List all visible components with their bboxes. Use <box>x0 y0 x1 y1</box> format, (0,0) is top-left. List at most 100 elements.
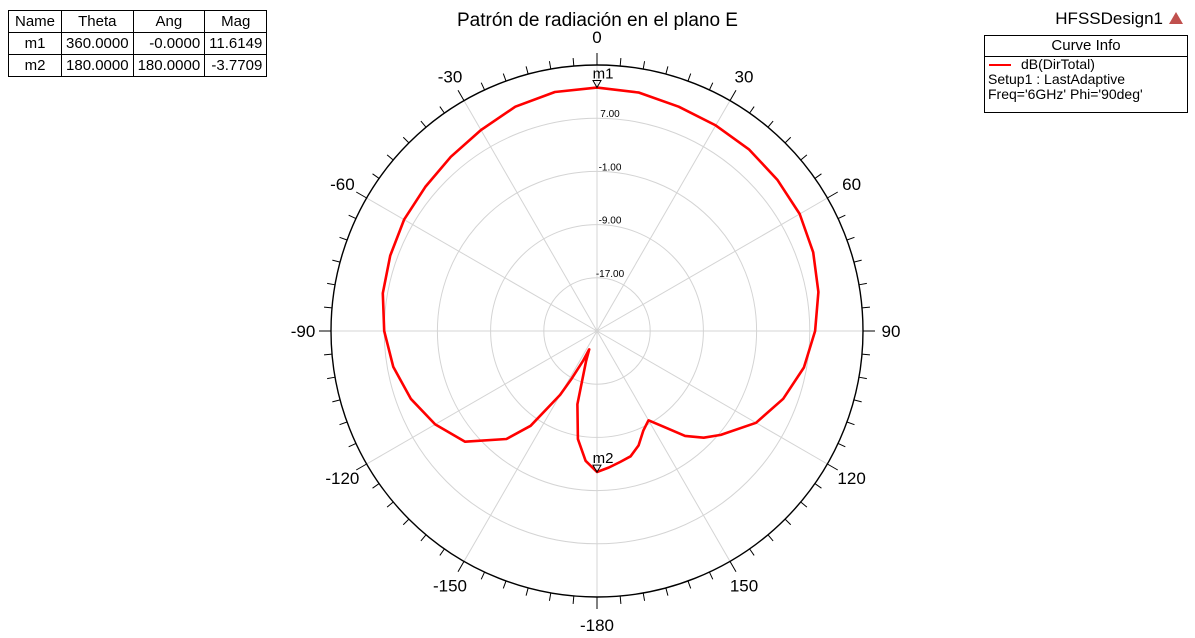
angle-tick <box>548 61 552 70</box>
angle-label: -60 <box>330 175 355 194</box>
angular-grid-line <box>366 197 598 332</box>
angle-tick <box>861 306 871 309</box>
angle-tick <box>767 534 774 542</box>
marker-mag: 11.6149 <box>204 32 268 55</box>
marker-table-header: Name Theta Ang Mag <box>7 10 268 33</box>
angle-tick <box>327 376 336 380</box>
angle-tick <box>327 282 336 286</box>
angle-tick <box>837 442 846 448</box>
angle-tick <box>846 421 855 426</box>
angular-grid-line <box>596 330 828 465</box>
radial-label: -9.00 <box>599 216 622 227</box>
angle-tick <box>332 259 341 263</box>
angle-tick <box>572 595 575 605</box>
angle-tick <box>323 306 333 309</box>
angle-tick <box>665 66 669 75</box>
angle-tick <box>827 191 839 199</box>
header-ang: Ang <box>132 10 206 33</box>
angular-grid-line <box>463 330 598 562</box>
angle-tick <box>619 595 622 605</box>
angle-tick <box>800 501 808 508</box>
table-row: m1 360.0000 -0.0000 11.6149 <box>7 32 268 55</box>
angle-tick <box>386 501 394 508</box>
header-name: Name <box>7 10 63 33</box>
angle-tick <box>480 571 486 580</box>
angular-grid-line <box>596 330 731 562</box>
marker-label: m2 <box>593 450 614 467</box>
angle-tick <box>355 463 367 471</box>
angle-label: 150 <box>730 577 758 596</box>
angle-label: 30 <box>735 67 754 86</box>
angle-label: -180 <box>580 616 614 635</box>
radial-label: -17.00 <box>596 269 625 280</box>
angle-tick <box>323 353 333 356</box>
angle-tick <box>853 259 862 263</box>
marker-theta: 360.0000 <box>61 32 134 55</box>
angle-tick <box>386 154 394 161</box>
marker-table: Name Theta Ang Mag m1 360.0000 -0.0000 1… <box>7 10 268 77</box>
angle-label: 60 <box>842 175 861 194</box>
angle-tick <box>402 136 410 144</box>
angle-tick <box>814 173 822 179</box>
angle-tick <box>861 353 871 356</box>
angle-tick <box>729 561 737 573</box>
angle-tick <box>572 57 575 67</box>
chart-title: Patrón de radiación en el plano E <box>457 10 738 31</box>
curve-info-header: Curve Info <box>985 36 1187 57</box>
angle-tick <box>642 61 646 70</box>
angle-tick <box>858 282 867 286</box>
angle-tick <box>548 592 552 601</box>
angular-grid-line <box>596 197 828 332</box>
radial-label: -1.00 <box>599 162 622 173</box>
angle-tick <box>525 587 529 596</box>
marker-triangle <box>592 80 602 89</box>
marker-ang: 180.0000 <box>132 54 206 77</box>
angular-grid-line <box>366 330 598 465</box>
angle-tick <box>420 120 427 128</box>
marker-mag: -3.7709 <box>204 54 268 77</box>
angle-tick <box>402 518 410 526</box>
angle-tick <box>332 399 341 403</box>
angle-label: 120 <box>837 469 865 488</box>
legend-setup: Setup1 : LastAdaptive <box>988 71 1125 87</box>
angle-tick <box>853 399 862 403</box>
angle-tick <box>372 483 380 489</box>
series-line <box>381 86 820 474</box>
angle-label: -120 <box>325 469 359 488</box>
marker-ang: -0.0000 <box>132 32 206 55</box>
angle-tick <box>348 442 357 448</box>
angle-tick <box>457 561 465 573</box>
angular-grid-line <box>463 100 598 332</box>
angle-label: 0 <box>592 28 601 47</box>
angle-tick <box>348 214 357 220</box>
angle-tick <box>708 82 714 91</box>
marker-triangle <box>592 464 602 474</box>
angle-tick <box>420 534 427 542</box>
header-theta: Theta <box>61 10 134 33</box>
radial-label: 7.00 <box>600 109 620 120</box>
angle-tick <box>687 73 692 82</box>
angle-tick <box>846 236 855 241</box>
table-row: m2 180.0000 180.0000 -3.7709 <box>7 54 268 77</box>
angle-tick <box>339 421 348 426</box>
angle-tick <box>339 236 348 241</box>
angle-label: -90 <box>291 322 316 341</box>
legend-series-name: dB(DirTotal) <box>1021 56 1095 72</box>
marker-name: m1 <box>7 32 63 55</box>
angle-tick <box>665 587 669 596</box>
angle-tick <box>749 548 755 556</box>
marker-label: m1 <box>593 66 614 83</box>
angle-label: 90 <box>882 322 901 341</box>
angle-tick <box>687 580 692 589</box>
marker-theta: 180.0000 <box>61 54 134 77</box>
curve-info-legend[interactable]: Curve Info dB(DirTotal) Setup1 : LastAda… <box>984 35 1188 113</box>
legend-freq: Freq='6GHz' Phi='90deg' <box>988 86 1143 102</box>
angle-tick <box>502 580 507 589</box>
angle-tick <box>439 106 445 114</box>
angle-tick <box>858 376 867 380</box>
angle-tick <box>749 106 755 114</box>
angle-tick <box>525 66 529 75</box>
design-icon[interactable] <box>1169 12 1183 24</box>
angle-tick <box>502 73 507 82</box>
